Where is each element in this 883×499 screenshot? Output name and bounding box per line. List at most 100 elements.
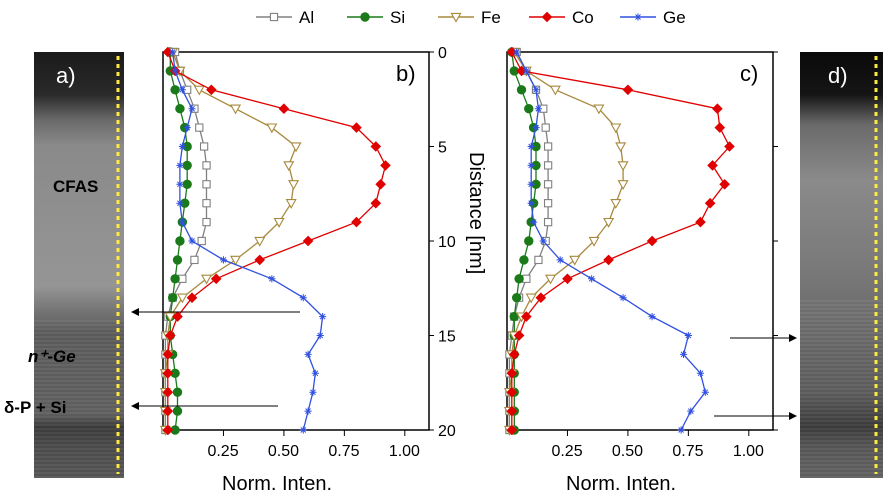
- data-point-ge: [311, 369, 319, 377]
- data-point-al: [543, 180, 553, 189]
- data-point-fe: [549, 85, 561, 96]
- data-point-ge: [534, 105, 543, 113]
- data-point-fe: [593, 104, 605, 115]
- data-point-si: [167, 293, 178, 303]
- plot-c-frame: [506, 51, 774, 431]
- data-point-al: [522, 274, 531, 283]
- data-point-co: [375, 178, 386, 190]
- data-point-co: [206, 84, 217, 96]
- data-point-al: [190, 255, 199, 265]
- data-point-al: [202, 217, 211, 227]
- data-point-al: [202, 180, 211, 189]
- data-point-ge: [588, 275, 596, 283]
- data-point-fe: [569, 255, 581, 266]
- data-point-ge: [532, 124, 540, 132]
- data-point-fe: [164, 312, 176, 323]
- legend-item-al: Al: [256, 8, 314, 27]
- layer-label-dp-si: δ-P + Si: [4, 398, 66, 417]
- x-tick-label: 0.75: [328, 443, 359, 460]
- layer-label-nge: n⁺-Ge: [28, 347, 76, 366]
- data-point-ge: [178, 218, 186, 226]
- data-point-al: [178, 274, 187, 283]
- data-point-fe: [273, 217, 285, 228]
- plot-c: c): [506, 51, 774, 431]
- data-point-ge: [530, 218, 538, 226]
- legend-item-co: Co: [529, 8, 594, 27]
- data-point-fe: [288, 180, 300, 191]
- data-point-fe: [617, 161, 629, 172]
- data-point-si: [524, 236, 534, 246]
- data-point-ge: [176, 180, 184, 188]
- data-point-fe: [617, 180, 629, 191]
- data-point-ge: [304, 350, 312, 358]
- x-axis-label-b: Norm. Inten.: [222, 473, 332, 495]
- data-point-ge: [522, 67, 530, 75]
- data-point-si: [170, 85, 180, 95]
- data-point-ge: [299, 294, 307, 302]
- legend-item-si: Si: [347, 8, 405, 27]
- data-point-ge: [684, 331, 692, 340]
- data-point-co: [302, 235, 314, 247]
- data-point-ge: [178, 142, 186, 151]
- lattice-texture-a: [34, 320, 124, 478]
- plot-c-series: [503, 46, 735, 436]
- data-point-co: [506, 424, 518, 436]
- data-point-al: [541, 123, 550, 132]
- legend-label-fe: Fe: [481, 8, 501, 27]
- x-axis-label-c: Norm. Inten.: [566, 473, 676, 495]
- data-point-co: [513, 330, 525, 341]
- data-point-co: [506, 386, 518, 398]
- legend-item-ge: Ge: [620, 8, 686, 27]
- data-point-ge: [696, 369, 705, 377]
- data-point-al: [543, 142, 553, 151]
- data-point-ge: [527, 161, 535, 169]
- data-point-ge: [319, 313, 327, 321]
- data-point-ge: [513, 48, 521, 56]
- y-tick-label: 20: [438, 423, 456, 440]
- data-point-al: [202, 161, 211, 170]
- x-tick-label: 0.25: [207, 443, 238, 460]
- data-point-al: [195, 123, 204, 132]
- data-point-ge: [188, 105, 196, 113]
- data-point-ge: [169, 48, 177, 56]
- data-point-fe: [525, 293, 537, 304]
- data-point-co: [278, 103, 290, 115]
- lattice-texture-d: [800, 300, 883, 478]
- data-point-fe: [283, 161, 295, 172]
- data-point-co: [704, 197, 716, 209]
- data-point-co: [521, 311, 532, 322]
- panel-label-c: c): [740, 61, 758, 86]
- arrows: [131, 308, 797, 420]
- panel-d-image: d): [800, 52, 883, 478]
- data-point-al: [534, 255, 543, 265]
- data-point-co: [562, 273, 573, 285]
- data-point-co: [506, 405, 518, 417]
- data-point-si: [360, 12, 370, 22]
- data-point-co: [186, 292, 198, 304]
- data-point-al: [202, 199, 211, 208]
- data-point-si: [511, 293, 522, 303]
- panel-label-a: a): [56, 63, 76, 88]
- data-point-fe: [603, 217, 615, 228]
- data-point-si: [514, 274, 524, 284]
- x-axis-ticks: 0.25 0.50 0.75 1.00 0.25 0.50 0.75 1.00: [207, 430, 764, 460]
- y-tick-label: 0: [438, 45, 447, 62]
- data-point-ge: [539, 237, 547, 245]
- data-point-al: [543, 217, 553, 227]
- layer-label-cfas: CFAS: [53, 177, 98, 196]
- x-tick-label: 1.00: [389, 443, 420, 460]
- data-point-ge: [619, 294, 627, 302]
- data-point-co: [506, 367, 518, 379]
- data-point-fe: [254, 236, 266, 247]
- data-point-fe: [193, 85, 205, 96]
- y-axis-ticks: 0 5 10 15 20: [429, 45, 778, 440]
- x-tick-label: 0.50: [268, 443, 299, 460]
- data-point-si: [170, 274, 180, 284]
- data-point-al: [543, 161, 553, 170]
- plot-b: b): [162, 51, 430, 431]
- data-point-ge: [183, 124, 191, 132]
- legend-label-si: Si: [390, 8, 405, 27]
- x-tick-label: 0.25: [551, 443, 582, 460]
- plot-b-series: [159, 46, 391, 436]
- data-point-co: [712, 103, 723, 115]
